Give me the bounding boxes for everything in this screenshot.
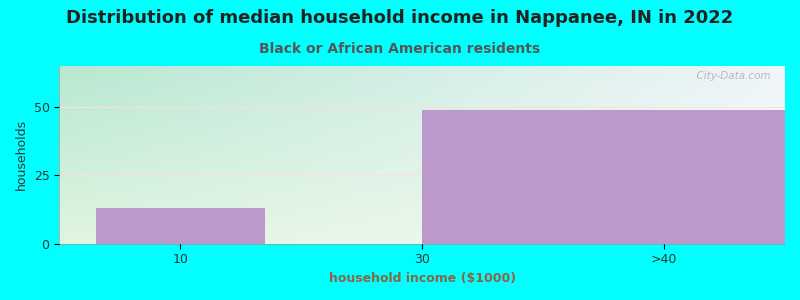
Bar: [422, 110, 785, 244]
Bar: [95, 208, 265, 244]
X-axis label: household income ($1000): household income ($1000): [329, 272, 516, 285]
Text: Black or African American residents: Black or African American residents: [259, 42, 541, 56]
Text: Distribution of median household income in Nappanee, IN in 2022: Distribution of median household income …: [66, 9, 734, 27]
Y-axis label: households: households: [15, 119, 28, 190]
Text: City-Data.com: City-Data.com: [690, 71, 770, 81]
